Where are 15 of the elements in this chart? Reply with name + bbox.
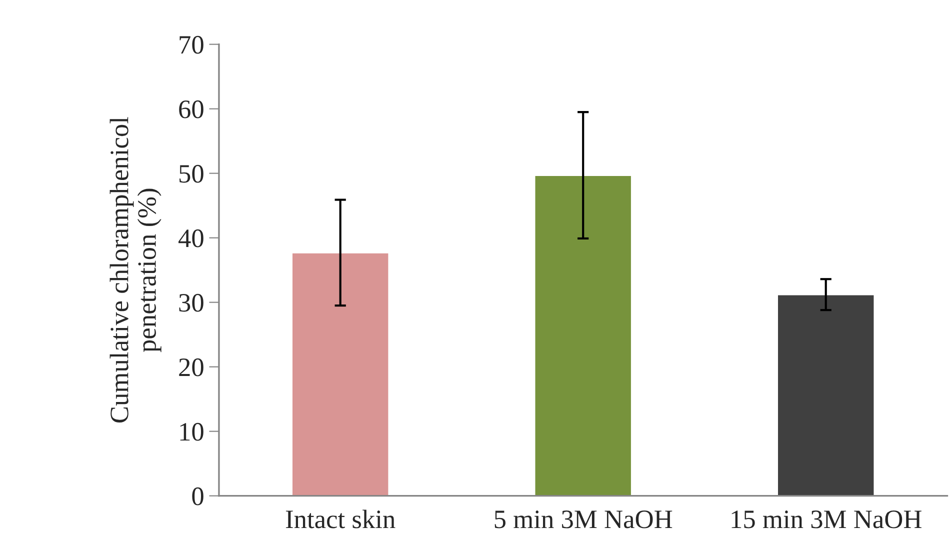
y-tick-label: 40 (178, 229, 204, 248)
bar (776, 294, 876, 496)
y-tick-label: 0 (192, 487, 204, 506)
x-tick-label: 15 min 3M NaOH (732, 510, 922, 528)
y-tick-label: 60 (179, 100, 204, 118)
y-tick-label: 50 (180, 164, 204, 183)
y-tick-label: 30 (179, 294, 204, 312)
y-tick-label: 70 (180, 36, 204, 54)
bar (291, 252, 390, 496)
x-tick-label: 5 min 3M NaOH (494, 510, 672, 528)
y-tick-label: 20 (179, 358, 204, 376)
x-tick-label: Intact skin (286, 510, 396, 528)
y-tick-label: 10 (180, 422, 204, 441)
bar (534, 174, 632, 496)
y-axis-title: Cumulative chloramphenicol penetration (%) (110, 117, 162, 423)
